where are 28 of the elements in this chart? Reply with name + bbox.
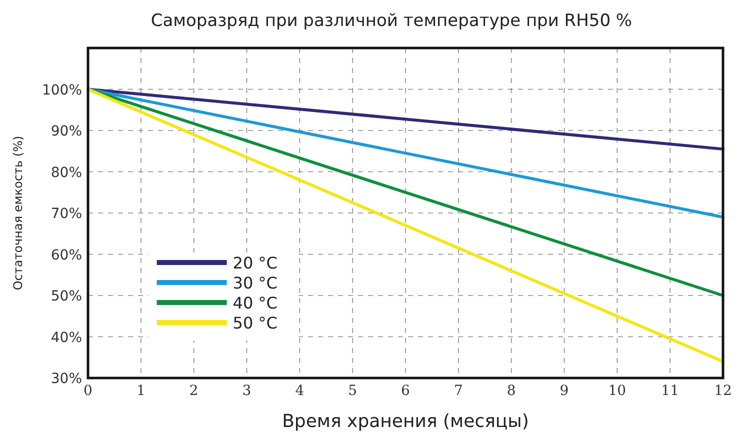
legend-label: 40 °C bbox=[232, 294, 278, 312]
x-tick-label: 3 bbox=[242, 383, 252, 399]
x-tick-label: 9 bbox=[560, 383, 569, 399]
x-tick-label: 1 bbox=[136, 383, 146, 399]
y-tick-label: 100% bbox=[42, 82, 82, 98]
y-tick-label: 50% bbox=[50, 288, 82, 304]
chart-title: Саморазряд при различной температуре при RH50 % bbox=[150, 11, 632, 31]
y-tick-label: 80% bbox=[50, 164, 82, 181]
x-tick-label: 11 bbox=[661, 383, 679, 399]
y-tick-label: 30% bbox=[50, 371, 82, 387]
legend-label: 20 °C bbox=[232, 254, 278, 272]
x-tick-label: 6 bbox=[401, 383, 410, 399]
x-tick-label: 2 bbox=[189, 383, 198, 399]
y-tick-label: 60% bbox=[50, 247, 82, 264]
x-tick-label: 7 bbox=[454, 383, 463, 399]
y-tick-label: 90% bbox=[50, 124, 82, 140]
x-tick-label: 12 bbox=[714, 383, 732, 399]
x-tick-label: 4 bbox=[295, 383, 304, 399]
y-axis-title: Остаточная емкость (%) bbox=[11, 136, 25, 290]
x-tick-label: 8 bbox=[506, 383, 516, 399]
legend-label: 30 °C bbox=[232, 274, 278, 292]
x-tick-label: 10 bbox=[608, 383, 626, 399]
x-axis-title: Время хранения (месяцы) bbox=[282, 411, 529, 432]
y-tick-label: 40% bbox=[50, 330, 82, 346]
y-tick-label: 70% bbox=[50, 206, 82, 222]
x-tick-label: 5 bbox=[348, 383, 358, 399]
legend-label: 50 °C bbox=[232, 314, 278, 332]
x-tick-label: 0 bbox=[84, 383, 92, 399]
